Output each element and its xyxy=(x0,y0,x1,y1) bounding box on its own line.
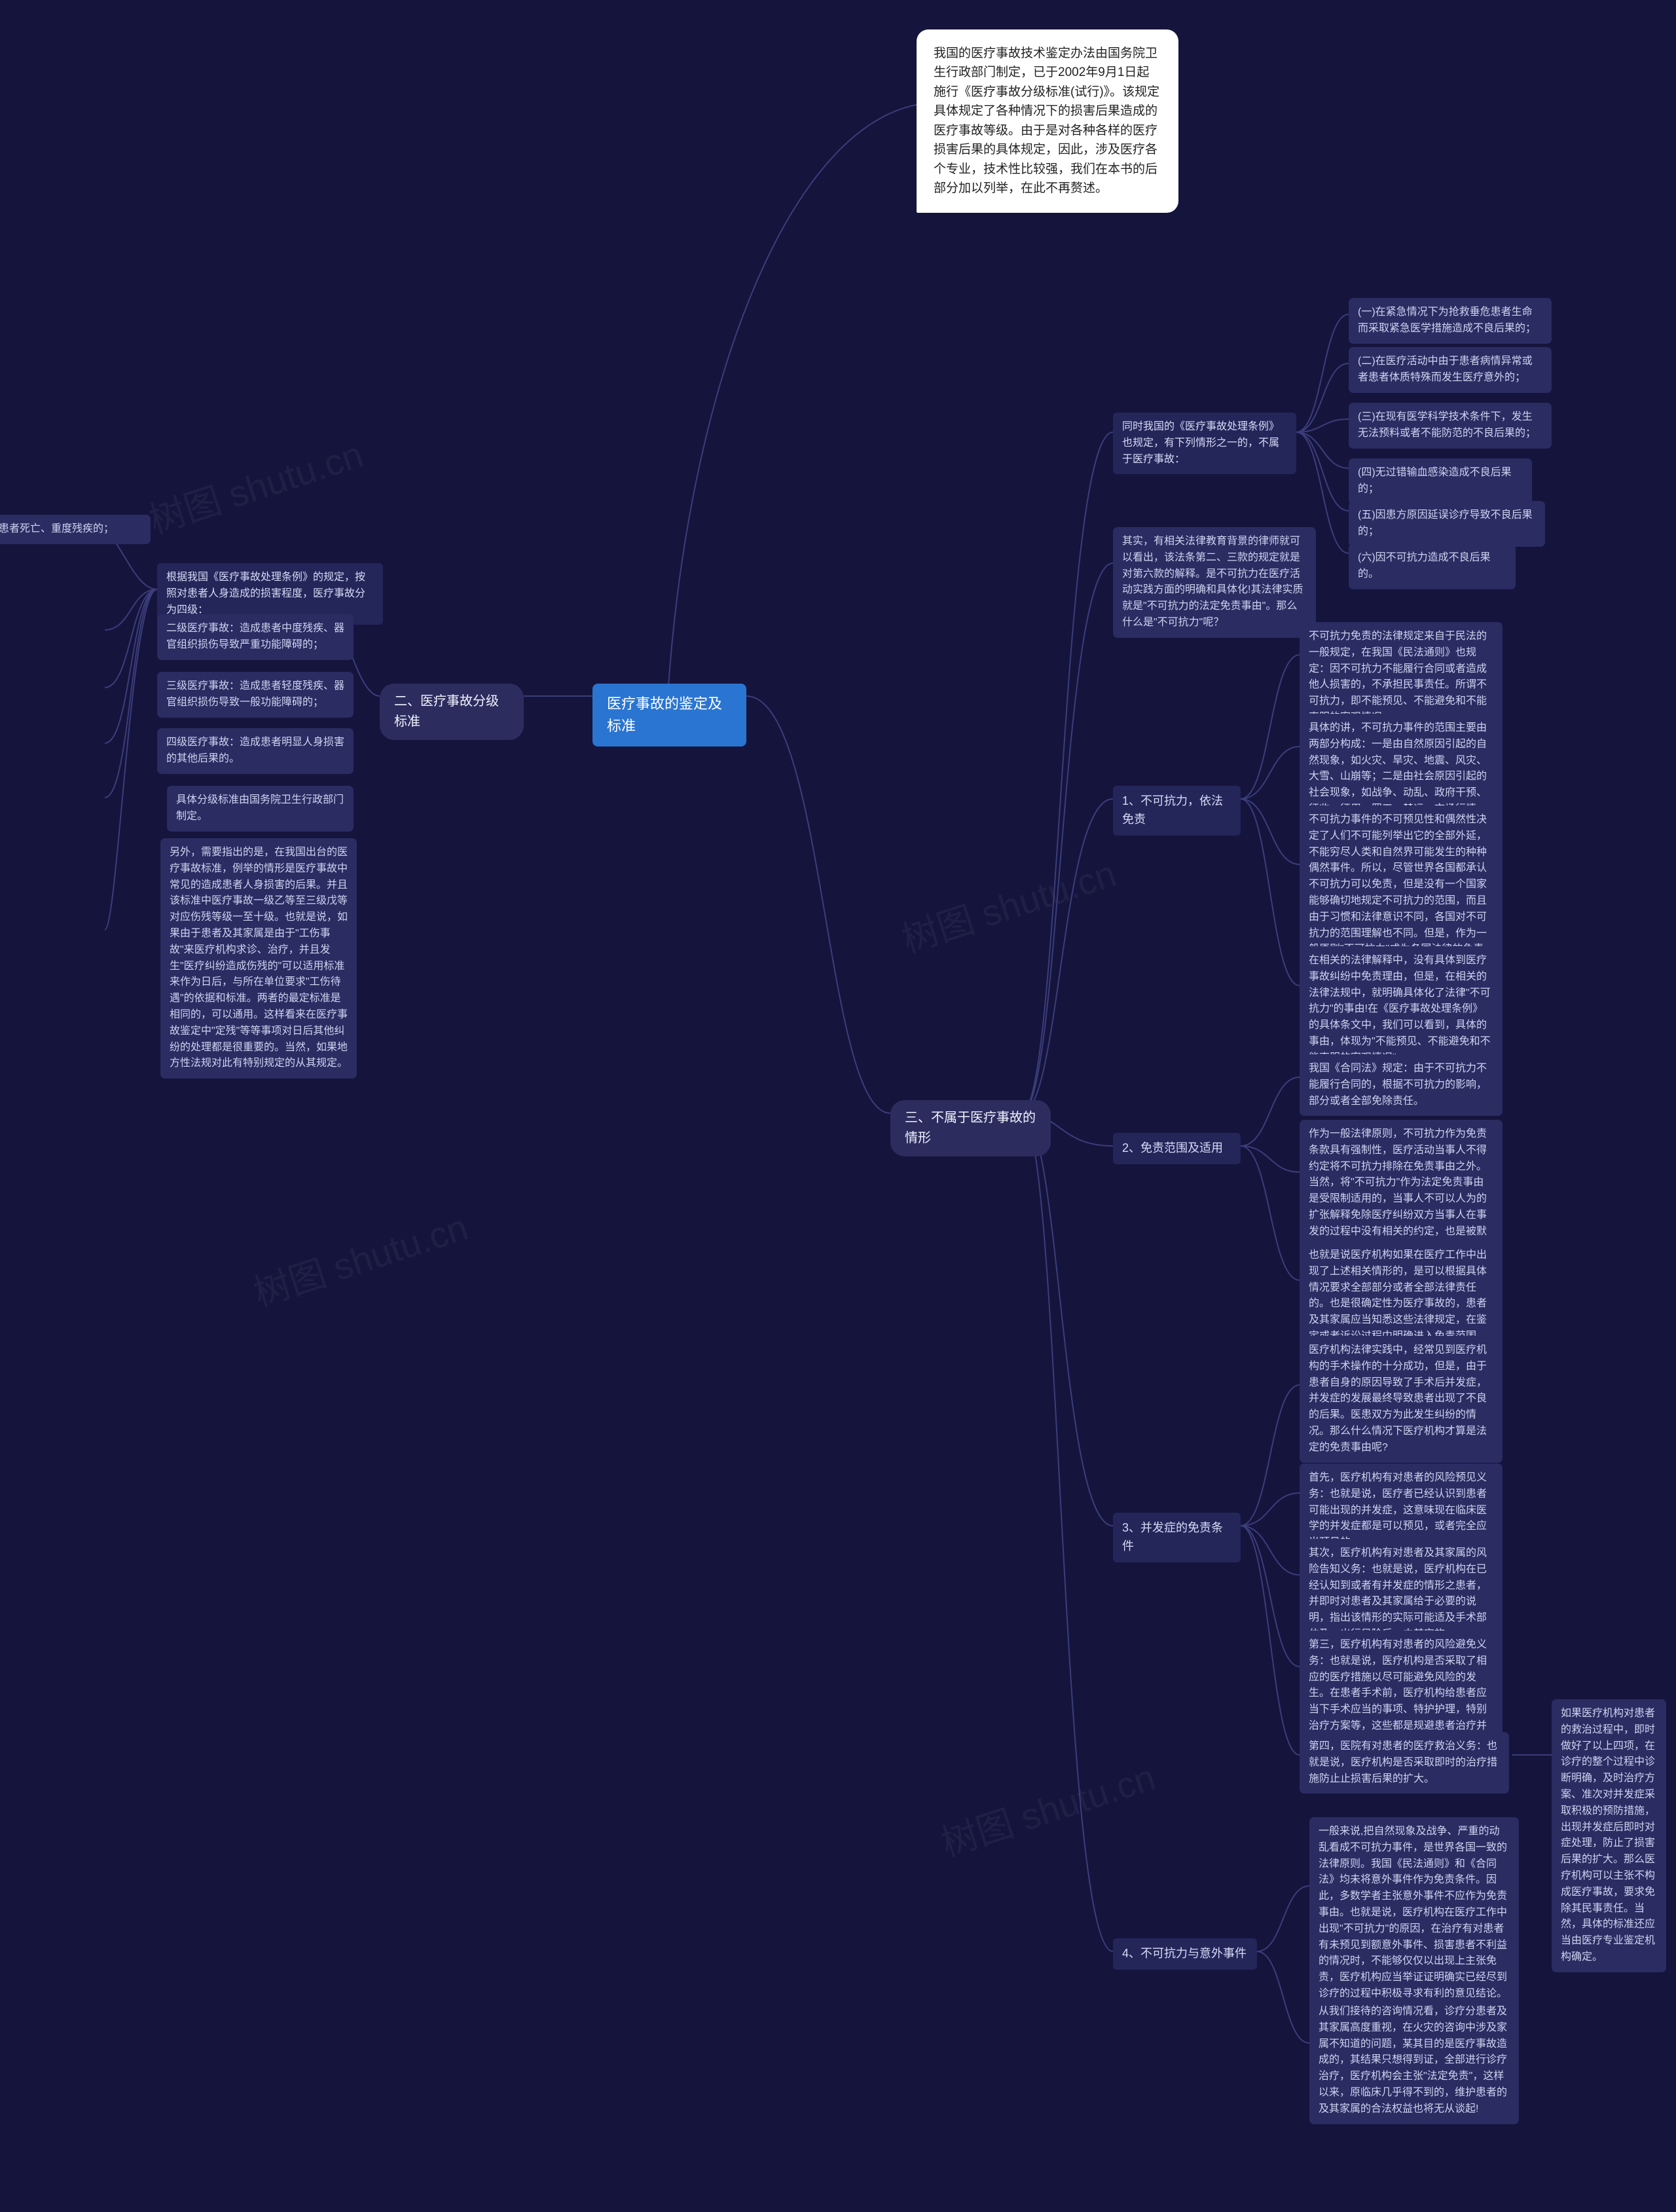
s3-title: 3、并发症的免责条件 xyxy=(1113,1513,1241,1562)
branch2-l2: 二级医疗事故：造成患者中度残疾、器官组织损伤导致严重功能障碍的； xyxy=(157,614,354,660)
branch2-l3: 三级医疗事故：造成患者轻度残疾、器官组织损伤导致一般功能障碍的； xyxy=(157,672,354,718)
s3-p1: 医疗机构法律实践中，经常见到医疗机构的手术操作的十分成功，但是，由于患者自身的原… xyxy=(1300,1336,1503,1463)
intro-node: 我国的医疗事故技术鉴定办法由国务院卫生行政部门制定，已于2002年9月1日起施行… xyxy=(917,29,1178,213)
reg-4: (四)无过错输血感染造成不良后果的； xyxy=(1349,458,1532,504)
reg-6: (六)因不可抗力造成不良后果的。 xyxy=(1349,544,1516,589)
s4-title: 4、不可抗力与意外事件 xyxy=(1113,1938,1257,1970)
s1-title: 1、不可抗力，依法免责 xyxy=(1113,786,1241,836)
reg-2: (二)在医疗活动中由于患者病情异常或者患者体质特殊而发生医疗意外的； xyxy=(1349,347,1552,393)
reg-3: (三)在现有医学科学技术条件下，发生无法预料或者不能防范的不良后果的； xyxy=(1349,403,1552,449)
branch2-l1: 一级医疗事故：造成患者死亡、重度残疾的； xyxy=(0,515,151,544)
watermark: 树图 shutu.cn xyxy=(246,1198,474,1318)
reg-intro: 同时我国的《医疗事故处理条例》也规定，有下列情形之一的，不属于医疗事故： xyxy=(1113,413,1296,474)
reg-1: (一)在紧急情况下为抢救垂危患者生命而采取紧急医学措施造成不良后果的； xyxy=(1349,298,1552,344)
branch2-extra: 另外，需要指出的是，在我国出台的医疗事故标准，例举的情形是医疗事故中常见的造成患… xyxy=(160,838,357,1078)
s4-p2: 从我们接待的咨询情况看，诊疗分患者及其家属高度重视，在火灾的咨询中涉及家属不知道… xyxy=(1309,1997,1519,2124)
s3-p5ext: 如果医疗机构对患者的救治过程中，即时做好了以上四项，在诊疗的整个过程中诊断明确，… xyxy=(1552,1699,1666,1972)
root-node: 医疗事故的鉴定及标准 xyxy=(592,684,746,747)
qa-node: 其实，有相关法律教育背景的律师就可以看出，该法条第二、三款的规定就是对第六款的解… xyxy=(1113,527,1316,638)
watermark: 树图 shutu.cn xyxy=(934,1748,1161,1868)
s2-title: 2、免责范围及适用 xyxy=(1113,1133,1241,1164)
branch2-note: 具体分级标准由国务院卫生行政部门制定。 xyxy=(167,786,354,832)
s2-p1: 我国《合同法》规定：由于不可抗力不能履行合同的，根据不可抗力的影响，部分或者全部… xyxy=(1300,1054,1503,1116)
branch2-l4: 四级医疗事故：造成患者明显人身损害的其他后果的。 xyxy=(157,728,354,774)
branch3-title: 三、不属于医疗事故的情形 xyxy=(890,1100,1051,1156)
s3-p5: 第四，医院有对患者的医疗救治义务：也就是说，医疗机构是否采取即时的治疗措施防止止… xyxy=(1300,1732,1509,1794)
watermark: 树图 shutu.cn xyxy=(141,426,369,545)
branch2-title: 二、医疗事故分级标准 xyxy=(380,684,524,740)
s4-p1: 一般来说,把自然现象及战争、严重的动乱看成不可抗力事件，是世界各国一致的法律原则… xyxy=(1309,1817,1519,2009)
watermark: 树图 shutu.cn xyxy=(894,845,1122,964)
reg-5: (五)因患方原因延误诊疗导致不良后果的； xyxy=(1349,501,1545,547)
